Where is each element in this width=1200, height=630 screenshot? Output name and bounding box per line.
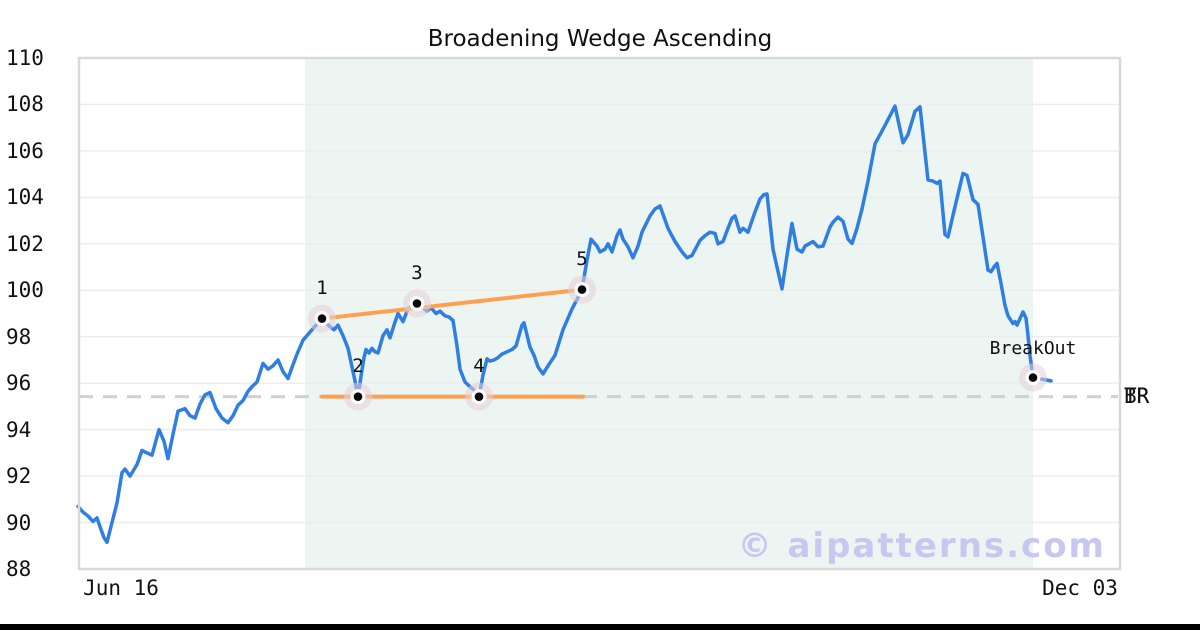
bottom-bar xyxy=(0,624,1200,630)
pattern-point-dot xyxy=(412,299,422,308)
y-tick-label: 90 xyxy=(6,510,32,535)
x-tick-label: Jun 16 xyxy=(83,576,159,600)
y-tick-label: 100 xyxy=(6,278,44,303)
y-tick-label: 92 xyxy=(6,464,32,489)
chart-title: Broadening Wedge Ascending xyxy=(427,26,773,52)
x-tick-label: Dec 03 xyxy=(1042,576,1118,600)
pattern-point-label: 5 xyxy=(576,247,588,270)
y-tick-label: 106 xyxy=(6,138,44,163)
y-tick-label: 104 xyxy=(6,185,44,210)
pattern-point-dot xyxy=(474,392,484,401)
pattern-point-dot xyxy=(317,314,327,323)
pattern-point-label: 3 xyxy=(411,261,423,284)
y-tick-label: 102 xyxy=(6,231,44,256)
y-tick-label: 88 xyxy=(6,557,32,581)
breakout-marker-dot xyxy=(1028,373,1038,382)
plot-border xyxy=(77,56,1122,571)
pattern-point-label: 1 xyxy=(316,276,328,299)
pattern-point-label: 4 xyxy=(473,354,485,377)
watermark: © aipatterns.com xyxy=(737,526,1106,566)
y-tick-label: 96 xyxy=(6,371,32,396)
y-tick-label: 108 xyxy=(6,92,44,117)
upper-trendline xyxy=(316,287,586,322)
pattern-point-dot xyxy=(353,392,363,401)
level-label-tr: TR xyxy=(1124,383,1150,408)
breakout-label: BreakOut xyxy=(989,337,1077,359)
y-tick-label: 98 xyxy=(6,324,32,349)
pattern-point-dot xyxy=(577,285,587,294)
pattern-point-label: 2 xyxy=(352,354,364,377)
level-label-br: BR xyxy=(1124,383,1150,408)
y-tick-label: 110 xyxy=(6,46,44,70)
price-line xyxy=(76,104,1035,545)
y-tick-label: 94 xyxy=(6,417,32,442)
